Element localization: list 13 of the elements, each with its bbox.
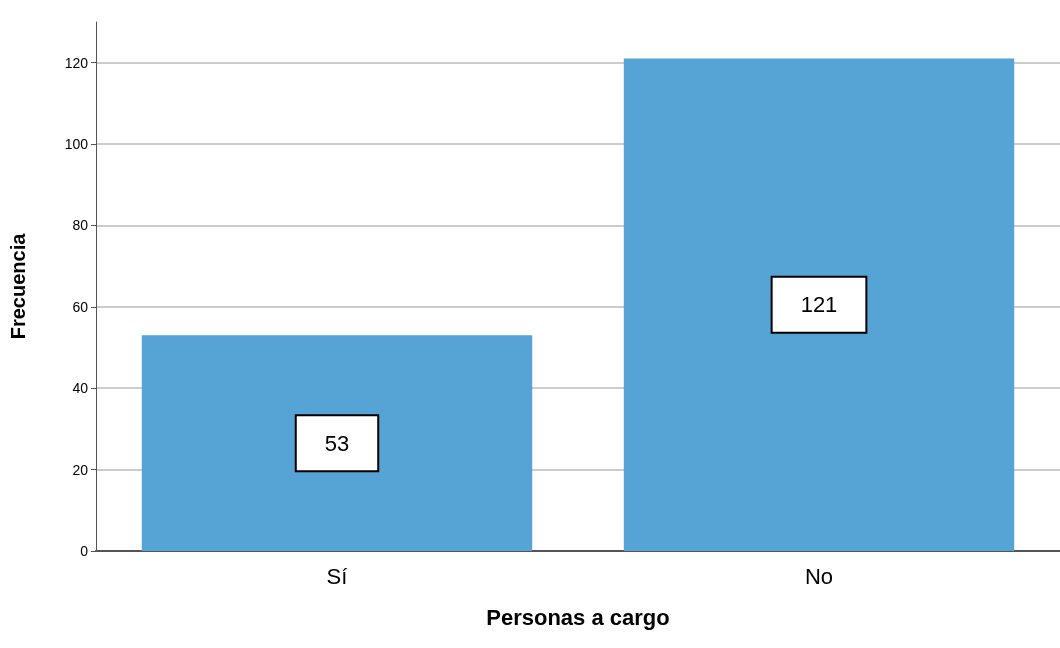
data-label: 121 xyxy=(800,292,838,318)
x-tick-label: Sí xyxy=(326,563,348,589)
x-tick-label: No xyxy=(804,563,834,589)
y-tick-label: 40 xyxy=(72,380,89,397)
y-tick-label: 80 xyxy=(72,217,89,234)
data-label: 53 xyxy=(324,430,350,456)
y-tick-label: 60 xyxy=(72,298,89,315)
y-axis-title: Frecuencia xyxy=(7,232,29,340)
x-axis-title: Personas a cargo xyxy=(486,604,670,630)
y-tick-label: 100 xyxy=(64,136,89,153)
y-tick-label: 20 xyxy=(72,461,89,478)
y-tick-label: 0 xyxy=(80,543,89,559)
y-tick-label: 120 xyxy=(64,54,89,71)
